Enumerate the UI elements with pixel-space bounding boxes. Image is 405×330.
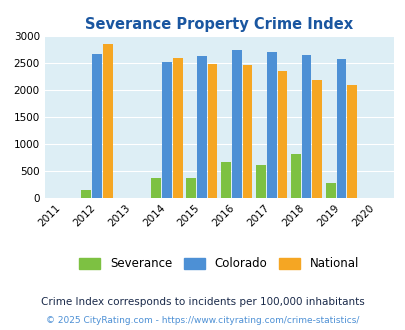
Bar xyxy=(301,55,311,198)
Bar xyxy=(92,54,102,198)
Bar xyxy=(312,81,322,198)
Bar xyxy=(325,183,335,198)
Bar xyxy=(207,64,217,198)
Bar xyxy=(81,190,91,198)
Title: Severance Property Crime Index: Severance Property Crime Index xyxy=(85,17,352,32)
Bar xyxy=(185,178,196,198)
Text: Crime Index corresponds to incidents per 100,000 inhabitants: Crime Index corresponds to incidents per… xyxy=(41,297,364,307)
Bar xyxy=(196,56,206,198)
Bar xyxy=(242,65,252,198)
Bar xyxy=(290,154,300,198)
Bar xyxy=(347,85,356,198)
Bar xyxy=(162,62,171,198)
Text: © 2025 CityRating.com - https://www.cityrating.com/crime-statistics/: © 2025 CityRating.com - https://www.city… xyxy=(46,316,359,325)
Bar xyxy=(220,162,230,198)
Bar xyxy=(231,50,241,198)
Bar xyxy=(266,52,276,198)
Bar xyxy=(277,71,287,198)
Bar xyxy=(173,58,182,198)
Legend: Severance, Colorado, National: Severance, Colorado, National xyxy=(79,257,358,270)
Bar xyxy=(255,165,265,198)
Bar xyxy=(336,59,345,198)
Bar xyxy=(103,44,113,198)
Bar xyxy=(151,178,161,198)
